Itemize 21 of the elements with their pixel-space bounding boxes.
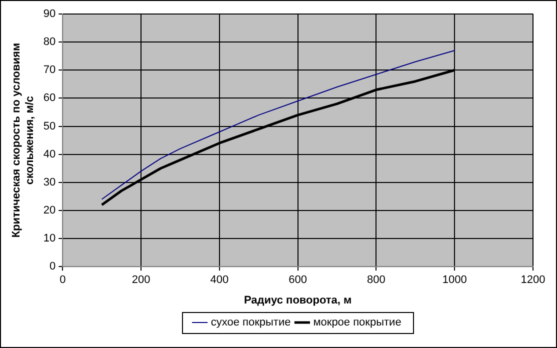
y-tick-label: 0 — [50, 260, 56, 273]
y-tick-label: 10 — [43, 232, 56, 245]
y-tick-label: 80 — [43, 36, 56, 48]
x-tick-label: 400 — [210, 274, 229, 286]
x-tick-label: 600 — [288, 274, 307, 286]
x-tick-label: 200 — [132, 274, 150, 286]
y-tick-label: 70 — [43, 64, 56, 76]
y-tick-label: 90 — [43, 8, 56, 20]
y-axis-title: Критическая скорость по условиям скольжения, м/с — [10, 42, 36, 238]
legend-label: мокрое покрытие — [313, 316, 402, 329]
y-tick-label: 20 — [43, 204, 56, 216]
y-tick-label: 50 — [43, 120, 56, 132]
y-tick-label: 60 — [43, 92, 56, 104]
legend-label: сухое покрытие — [210, 316, 291, 329]
x-tick-label: 0 — [60, 274, 66, 286]
y-tick-label: 30 — [43, 176, 56, 188]
y-tick-label: 40 — [43, 148, 56, 160]
x-tick-label: 1000 — [442, 274, 467, 286]
x-tick-label: 1200 — [520, 274, 546, 286]
x-axis-title: Радиус поворота, м — [244, 294, 352, 306]
x-tick-label: 800 — [367, 274, 386, 286]
